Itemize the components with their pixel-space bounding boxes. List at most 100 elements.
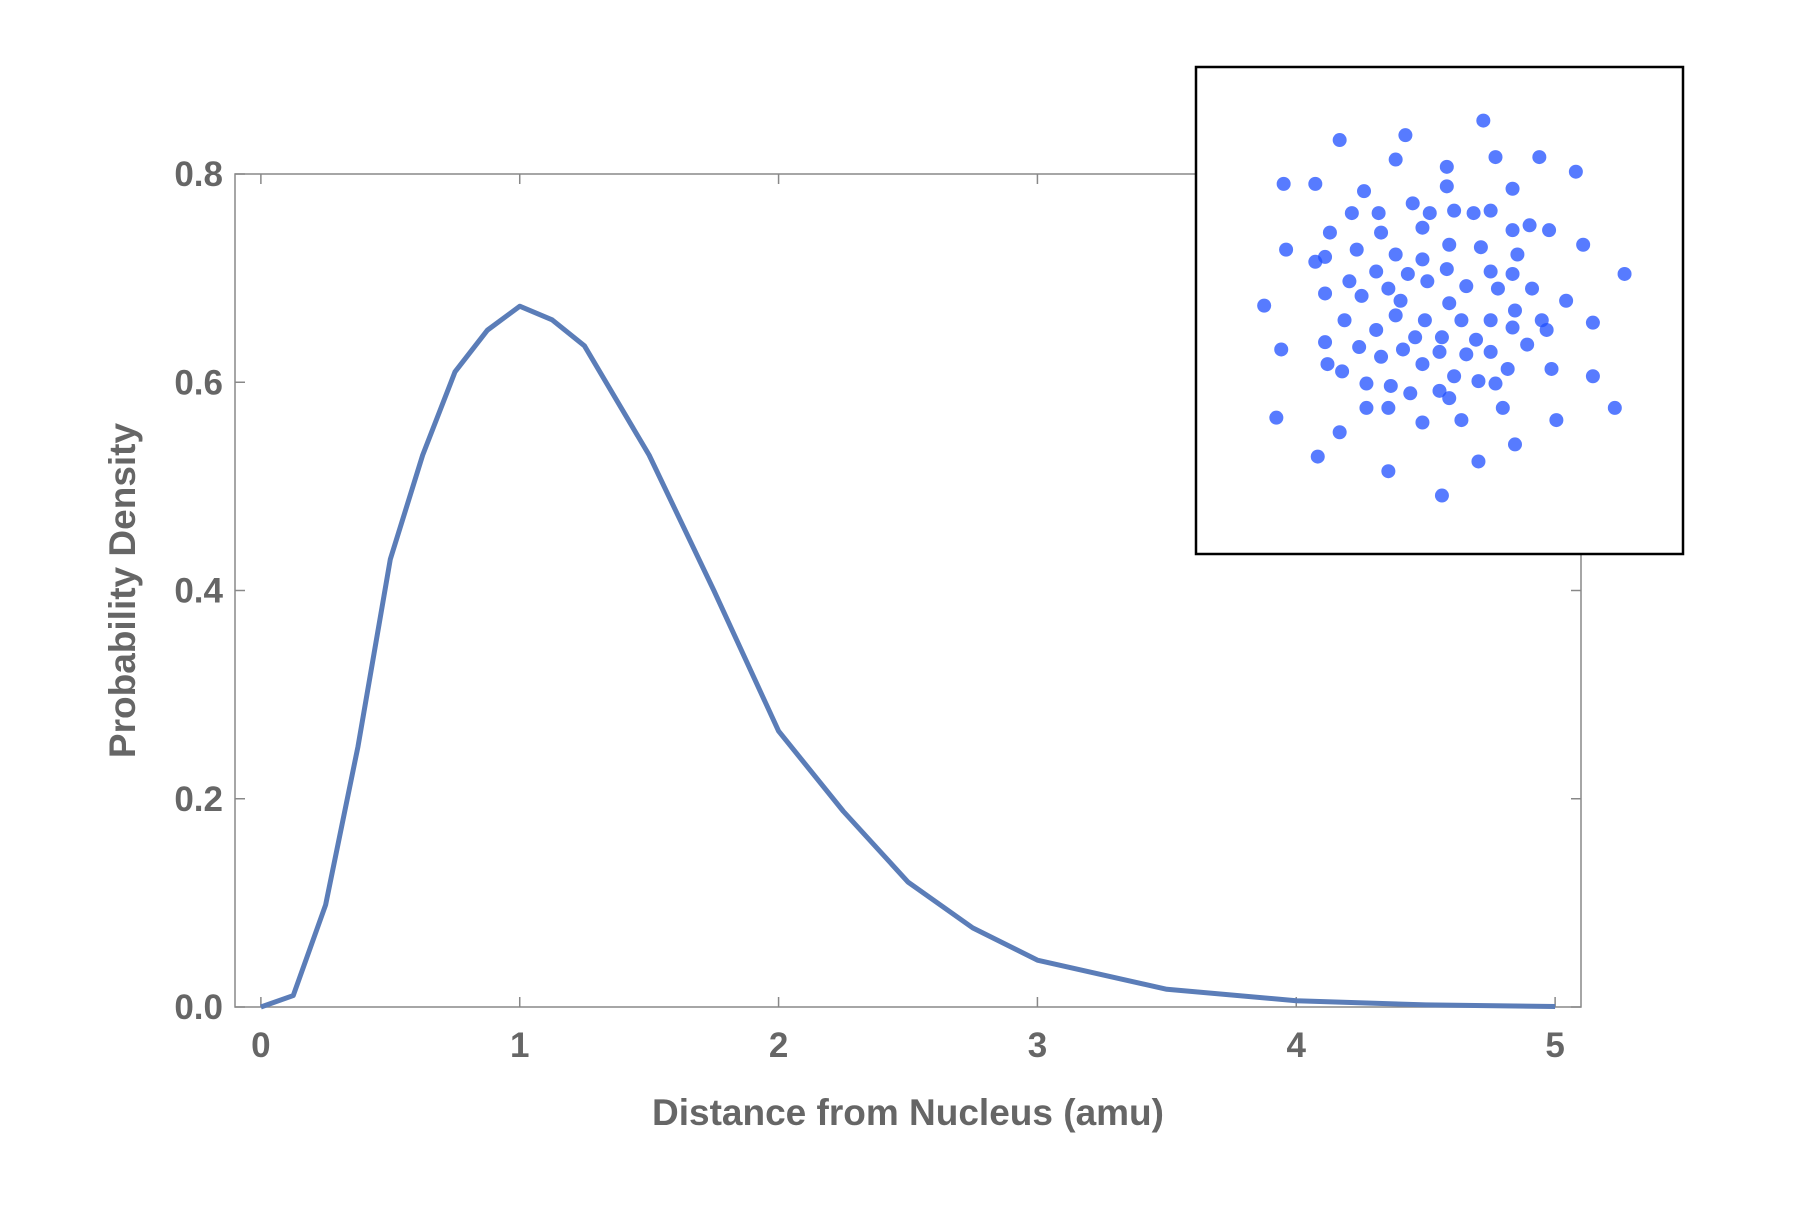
scatter-point [1274, 342, 1289, 357]
scatter-point [1276, 176, 1291, 191]
scatter-point [1405, 196, 1420, 211]
x-tick-label: 5 [1545, 1026, 1564, 1065]
scatter-point [1352, 340, 1367, 355]
scatter-point [1473, 240, 1488, 255]
scatter-point [1332, 425, 1347, 440]
scatter-point [1585, 369, 1600, 384]
scatter-point [1381, 281, 1396, 296]
scatter-point [1434, 330, 1449, 345]
scatter-point [1488, 376, 1503, 391]
scatter-point [1422, 206, 1437, 221]
scatter-point [1442, 237, 1457, 252]
scatter-point [1432, 383, 1447, 398]
scatter-point [1585, 315, 1600, 330]
scatter-point [1447, 203, 1462, 218]
scatter-point [1507, 303, 1522, 318]
scatter-point [1607, 400, 1622, 415]
scatter-point [1434, 488, 1449, 503]
scatter-point [1454, 313, 1469, 328]
scatter-point [1559, 293, 1574, 308]
scatter-point [1483, 203, 1498, 218]
scatter-point [1568, 164, 1583, 179]
y-axis-label: Probability Density [102, 423, 143, 759]
scatter-point [1549, 413, 1564, 428]
scatter-point [1471, 374, 1486, 389]
scatter-point [1369, 322, 1384, 337]
scatter-point [1442, 391, 1457, 406]
scatter-point [1357, 184, 1372, 199]
scatter-point [1395, 342, 1410, 357]
scatter-point [1322, 225, 1337, 240]
scatter-point [1488, 150, 1503, 165]
scatter-point [1525, 281, 1540, 296]
scatter-point [1381, 400, 1396, 415]
scatter-point [1520, 337, 1535, 352]
scatter-point [1505, 266, 1520, 281]
scatter-point [1505, 181, 1520, 196]
scatter-point [1483, 344, 1498, 359]
x-tick-label: 4 [1287, 1026, 1307, 1065]
scatter-point [1318, 335, 1333, 350]
scatter-point [1532, 150, 1547, 165]
scatter-point [1369, 264, 1384, 279]
inset-frame [1194, 65, 1685, 556]
scatter-point [1505, 320, 1520, 335]
scatter-point [1374, 225, 1389, 240]
x-axis-label: Distance from Nucleus (amu) [652, 1092, 1164, 1133]
scatter-point [1344, 206, 1359, 221]
scatter-point [1617, 266, 1632, 281]
scatter-point [1415, 252, 1430, 267]
scatter-point [1420, 274, 1435, 289]
scatter-point [1466, 206, 1481, 221]
scatter-point [1476, 113, 1491, 128]
scatter-point [1400, 266, 1415, 281]
x-tick-label: 1 [510, 1026, 529, 1065]
scatter-point [1388, 308, 1403, 323]
scatter-point [1439, 179, 1454, 194]
scatter-point [1510, 247, 1525, 262]
scatter-point [1354, 288, 1369, 303]
scatter-point [1398, 128, 1413, 143]
scatter-point [1381, 464, 1396, 479]
scatter-point [1522, 218, 1537, 233]
scatter-point [1337, 313, 1352, 328]
scatter-point [1469, 332, 1484, 347]
x-tick-label: 3 [1028, 1026, 1047, 1065]
scatter-point [1439, 262, 1454, 277]
scatter-point [1442, 296, 1457, 311]
scatter-point [1269, 410, 1284, 425]
y-tick-label: 0.4 [174, 572, 223, 611]
scatter-point [1408, 330, 1423, 345]
scatter-point [1483, 264, 1498, 279]
scatter-point [1544, 361, 1559, 376]
scatter-point [1320, 357, 1335, 372]
y-tick-label: 0.8 [174, 155, 223, 194]
scatter-point [1318, 286, 1333, 301]
x-tick-label: 2 [769, 1026, 788, 1065]
y-tick-label: 0.0 [174, 988, 223, 1027]
scatter-point [1383, 378, 1398, 393]
y-tick-label: 0.2 [174, 780, 223, 819]
scatter-point [1342, 274, 1357, 289]
scatter-point [1483, 313, 1498, 328]
scatter-point [1417, 313, 1432, 328]
scatter-point [1393, 293, 1408, 308]
scatter-point [1454, 413, 1469, 428]
x-tick-label: 0 [251, 1026, 270, 1065]
y-tick-label: 0.6 [174, 363, 223, 402]
scatter-point [1507, 437, 1522, 452]
scatter-point [1439, 159, 1454, 174]
scatter-point [1471, 454, 1486, 469]
scatter-point [1279, 242, 1294, 257]
scatter-point [1447, 369, 1462, 384]
scatter-point [1349, 242, 1364, 257]
scatter-point [1542, 223, 1557, 238]
scatter-point [1359, 400, 1374, 415]
scatter-point [1415, 357, 1430, 372]
scatter-point [1388, 247, 1403, 262]
scatter-point [1415, 220, 1430, 235]
scatter-point [1257, 298, 1272, 313]
scatter-point [1359, 376, 1374, 391]
